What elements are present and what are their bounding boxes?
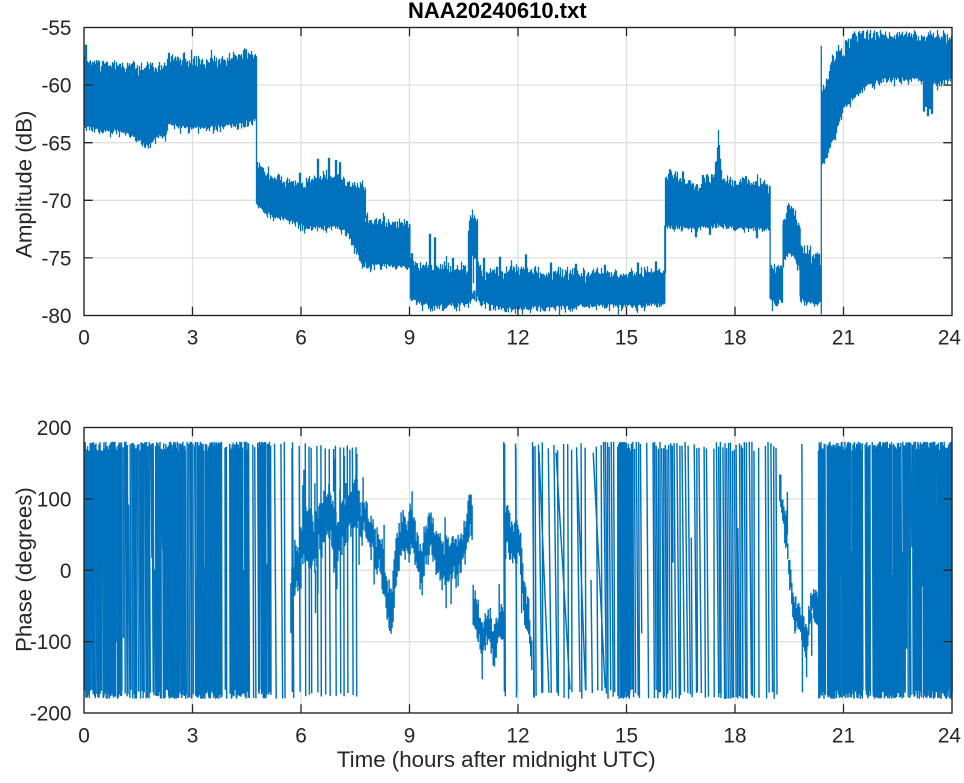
svg-text:12: 12: [506, 724, 529, 747]
svg-text:-100: -100: [30, 631, 72, 654]
svg-text:12: 12: [506, 326, 529, 349]
svg-text:3: 3: [187, 724, 199, 747]
svg-text:-80: -80: [41, 305, 71, 328]
svg-text:0: 0: [78, 326, 90, 349]
svg-text:0: 0: [60, 560, 72, 583]
svg-text:-70: -70: [41, 190, 71, 213]
svg-text:-60: -60: [41, 75, 71, 98]
svg-text:24: 24: [938, 724, 961, 747]
svg-text:0: 0: [78, 724, 90, 747]
svg-text:15: 15: [615, 326, 638, 349]
svg-text:Phase (degrees): Phase (degrees): [12, 487, 37, 652]
svg-text:9: 9: [404, 326, 416, 349]
svg-text:18: 18: [723, 724, 746, 747]
svg-text:6: 6: [295, 724, 307, 747]
svg-text:-75: -75: [41, 248, 71, 271]
svg-text:NAA20240610.txt: NAA20240610.txt: [408, 0, 587, 23]
svg-text:21: 21: [832, 724, 855, 747]
svg-text:21: 21: [832, 326, 855, 349]
svg-text:15: 15: [615, 724, 638, 747]
svg-text:24: 24: [938, 326, 961, 349]
svg-text:-55: -55: [41, 17, 71, 40]
svg-text:200: 200: [37, 417, 72, 440]
svg-text:9: 9: [404, 724, 416, 747]
svg-text:100: 100: [37, 489, 72, 512]
svg-text:18: 18: [723, 326, 746, 349]
svg-text:-200: -200: [30, 703, 72, 726]
svg-text:-65: -65: [41, 132, 71, 155]
svg-text:Amplitude (dB): Amplitude (dB): [12, 111, 37, 258]
svg-text:6: 6: [295, 326, 307, 349]
svg-text:Time (hours after midnight UTC: Time (hours after midnight UTC): [337, 747, 656, 772]
svg-text:3: 3: [187, 326, 199, 349]
